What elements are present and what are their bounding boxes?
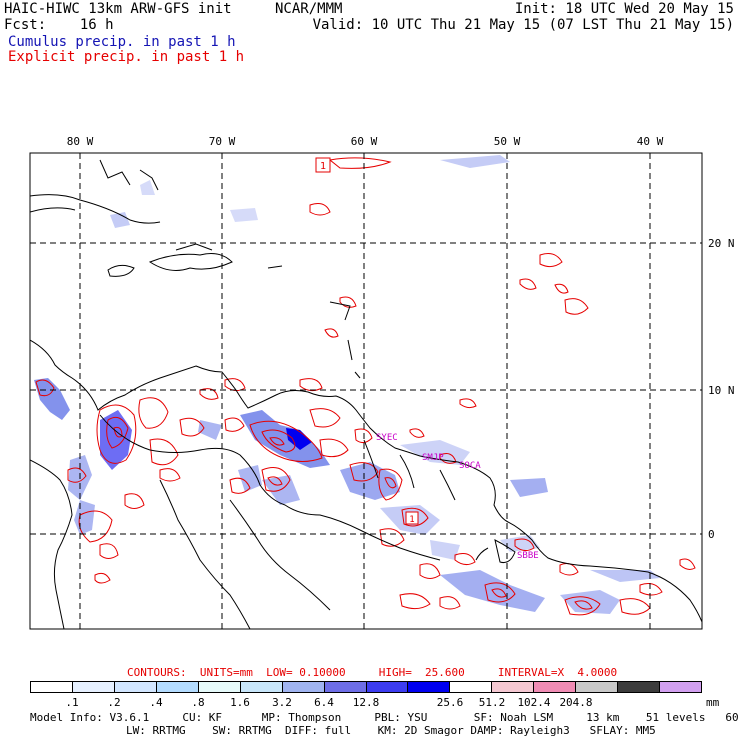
cumulus-legend: Cumulus precip. in past 1 h bbox=[8, 34, 236, 50]
color-bar-swatch bbox=[198, 682, 241, 692]
color-bar-swatch bbox=[366, 682, 409, 692]
contour-label: CONTOURS: bbox=[127, 666, 187, 679]
map-frame bbox=[29, 152, 703, 630]
color-bar-label: 51.2 bbox=[478, 696, 506, 709]
color-bar-label: 25.6 bbox=[436, 696, 464, 709]
contour-interval: INTERVAL=X 4.0000 bbox=[497, 666, 618, 679]
color-bar-swatch bbox=[534, 682, 577, 692]
model-title: HAIC-HIWC 13km ARW-GFS init bbox=[4, 1, 232, 17]
color-bar-label: 102.4 bbox=[517, 696, 551, 709]
lat-label-20n: 20 N bbox=[708, 237, 735, 250]
color-bar bbox=[30, 681, 702, 693]
model-info-line1: Model Info: V3.6.1 CU: KF MP: Thompson P… bbox=[30, 711, 740, 724]
color-bar-swatch bbox=[450, 682, 493, 692]
color-bar-swatch bbox=[408, 682, 451, 692]
color-bar-label: 1.6 bbox=[230, 696, 250, 709]
lon-label-40w: 40 W bbox=[637, 135, 664, 148]
color-bar-label: 3.2 bbox=[272, 696, 292, 709]
color-bar-swatch bbox=[282, 682, 325, 692]
color-bar-label: 6.4 bbox=[314, 696, 334, 709]
color-bar-swatch bbox=[492, 682, 535, 692]
station-soca: SOCA bbox=[459, 461, 481, 471]
color-bar-swatch bbox=[31, 682, 73, 692]
color-bar-swatch bbox=[324, 682, 367, 692]
color-bar-swatch bbox=[660, 682, 701, 692]
contour-low: LOW= 0.10000 bbox=[266, 666, 346, 679]
center-label: NCAR/MMM bbox=[275, 1, 343, 17]
color-bar-swatch bbox=[72, 682, 115, 692]
contour-units: UNITS=mm bbox=[199, 666, 253, 679]
color-bar-label: .4 bbox=[149, 696, 163, 709]
color-bar-swatch bbox=[576, 682, 619, 692]
color-bar-label: .8 bbox=[191, 696, 205, 709]
contour-high: HIGH= 25.600 bbox=[378, 666, 465, 679]
lon-label-60w: 60 W bbox=[351, 135, 378, 148]
color-bar-label: 12.8 bbox=[352, 696, 380, 709]
cumulus-precip-layer bbox=[34, 155, 660, 614]
color-bar-swatch bbox=[240, 682, 283, 692]
explicit-precip-contours bbox=[35, 157, 696, 616]
lon-labels: 80 W 70 W 60 W 50 W 40 W bbox=[67, 135, 664, 148]
forecast-hour: Fcst: 16 h bbox=[4, 17, 114, 33]
max-marker: 1 bbox=[315, 157, 331, 173]
fcst-value: 16 h bbox=[79, 17, 114, 33]
lon-label-70w: 70 W bbox=[209, 135, 236, 148]
station-labels: SYEC SMJP SOCA SBBE bbox=[376, 433, 539, 561]
station-sbbe: SBBE bbox=[517, 551, 539, 561]
lon-label-50w: 50 W bbox=[494, 135, 521, 148]
contour-info: CONTOURS: UNITS=mm LOW= 0.10000 HIGH= 25… bbox=[127, 666, 617, 679]
color-bar-label: 204.8 bbox=[559, 696, 593, 709]
lat-label-10n: 10 N bbox=[708, 384, 735, 397]
color-bar-labels: .1 .2 .4 .8 1.6 3.2 6.4 12.8 25.6 51.2 102.4 204.8 bbox=[30, 696, 702, 709]
graticule bbox=[30, 153, 702, 629]
lat-labels: 20 N 10 N 0 bbox=[708, 237, 735, 541]
color-bar-swatch bbox=[156, 682, 199, 692]
lon-label-80w: 80 W bbox=[67, 135, 94, 148]
station-smjp: SMJP bbox=[422, 453, 444, 463]
color-bar-label: .1 bbox=[65, 696, 79, 709]
min-marker: 1 bbox=[405, 511, 419, 525]
min-marker-text: 1 bbox=[409, 515, 414, 525]
valid-time: Valid: 10 UTC Thu 21 May 15 (07 LST Thu … bbox=[312, 17, 734, 33]
model-info-line2: LW: RRTMG SW: RRTMG DIFF: full KM: 2D Sm… bbox=[126, 724, 656, 737]
color-bar-label: .2 bbox=[107, 696, 121, 709]
coastlines bbox=[30, 159, 702, 629]
color-bar-swatch bbox=[114, 682, 157, 692]
explicit-legend: Explicit precip. in past 1 h bbox=[8, 49, 245, 65]
lat-label-0: 0 bbox=[708, 528, 715, 541]
max-marker-text: 1 bbox=[320, 161, 326, 172]
init-time: Init: 18 UTC Wed 20 May 15 bbox=[514, 1, 734, 17]
color-bar-swatch bbox=[618, 682, 661, 692]
fcst-label: Fcst: bbox=[4, 17, 47, 33]
station-syec: SYEC bbox=[376, 433, 398, 443]
color-bar-unit: mm bbox=[706, 696, 720, 709]
